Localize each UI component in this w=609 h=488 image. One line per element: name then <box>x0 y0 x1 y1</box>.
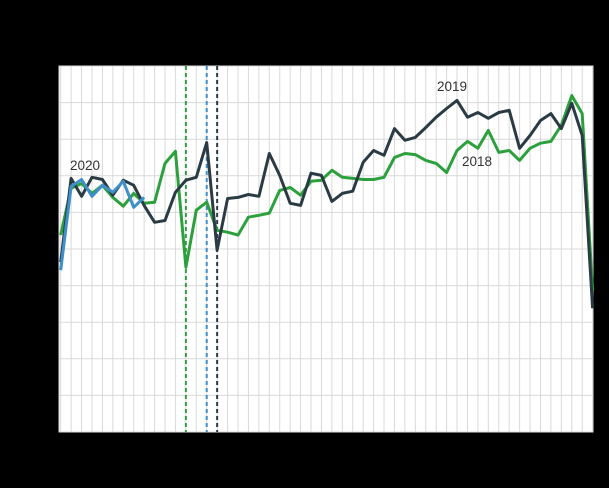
series-label-2020: 2020 <box>70 158 101 173</box>
gridlines <box>59 65 594 433</box>
series-line-2018 <box>59 94 595 291</box>
series-label-2018: 2018 <box>462 154 493 169</box>
series-label-2019: 2019 <box>437 79 468 94</box>
series-line-2019 <box>59 98 595 309</box>
series-line-2020 <box>59 178 146 271</box>
